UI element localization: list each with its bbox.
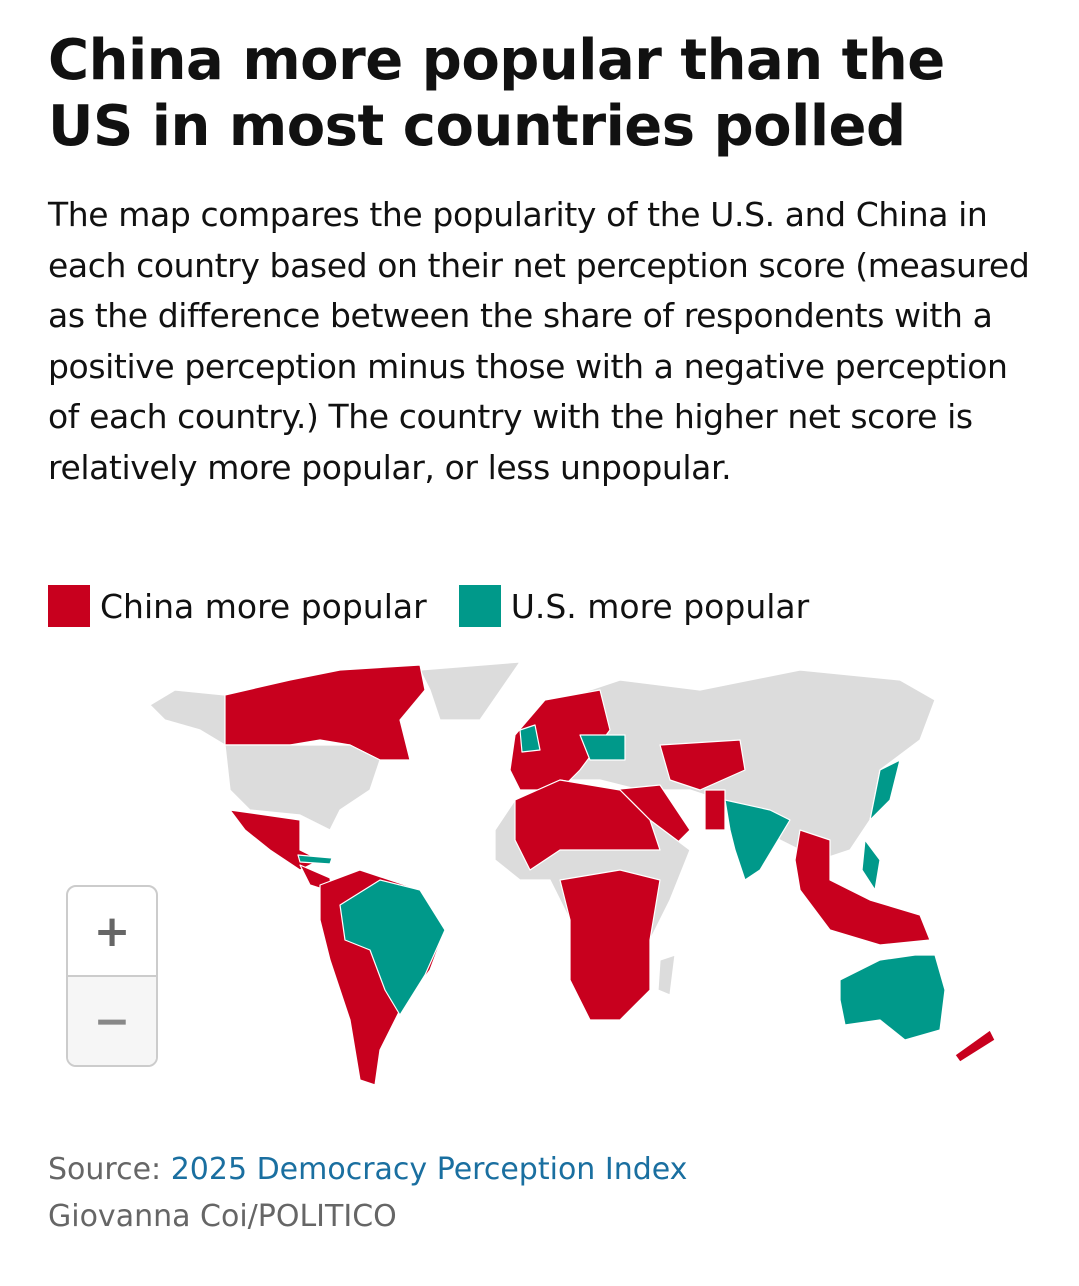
legend-item-us: U.S. more popular	[458, 585, 810, 627]
region-australia[interactable]	[839, 954, 946, 1041]
source: Source: 2025 Democracy Perception Index	[48, 1152, 687, 1187]
region-ukraine[interactable]	[579, 734, 626, 761]
description: The map compares the popularity of the U…	[48, 195, 1030, 487]
region-philippines[interactable]	[861, 839, 881, 891]
region-usa[interactable]	[224, 744, 381, 831]
legend-label: U.S. more popular	[510, 586, 810, 626]
region-india[interactable]	[724, 799, 791, 881]
region-alaska[interactable]	[149, 689, 226, 746]
legend: China more popular U.S. more popular	[48, 585, 841, 627]
legend-swatch-china	[48, 585, 90, 627]
region-uk[interactable]	[519, 724, 541, 753]
region-caribbean[interactable]	[297, 854, 333, 865]
region-sub-saharan-africa[interactable]	[559, 869, 661, 1021]
region-madagascar[interactable]	[657, 954, 676, 996]
region-north-africa[interactable]	[514, 779, 661, 871]
region-brazil[interactable]	[339, 879, 446, 1016]
world-map[interactable]	[0, 650, 1079, 1110]
region-pakistan[interactable]	[704, 789, 726, 831]
region-new-zealand[interactable]	[954, 1029, 996, 1063]
region-greenland[interactable]	[419, 661, 521, 721]
source-prefix: Source:	[48, 1152, 171, 1187]
page-title: China more popular than the US in most c…	[48, 28, 945, 159]
region-southeast-asia[interactable]	[794, 829, 931, 946]
legend-swatch-us	[458, 585, 501, 627]
region-japan[interactable]	[869, 759, 901, 821]
legend-label: China more popular	[100, 586, 427, 626]
zoom-controls: + −	[66, 885, 158, 1067]
source-link[interactable]: 2025 Democracy Perception Index	[170, 1152, 688, 1187]
region-kazakhstan[interactable]	[659, 739, 746, 791]
credit: Giovanna Coi/POLITICO	[48, 1199, 397, 1234]
region-europe[interactable]	[509, 689, 611, 791]
legend-item-china: China more popular	[48, 585, 427, 627]
zoom-out-button[interactable]: −	[68, 975, 156, 1065]
zoom-in-button[interactable]: +	[93, 905, 131, 957]
